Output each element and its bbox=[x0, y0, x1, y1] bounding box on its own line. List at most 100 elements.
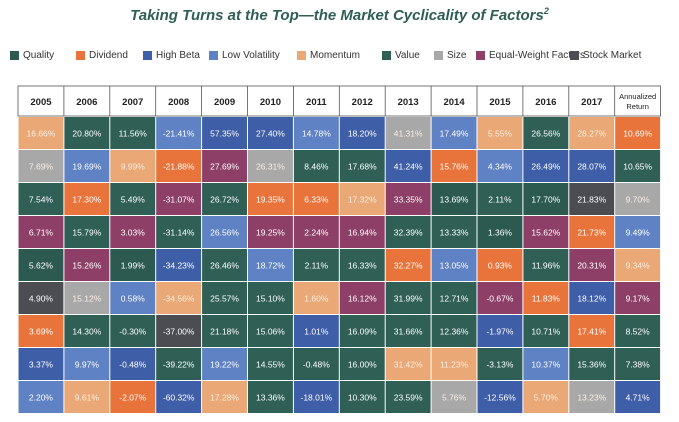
cell-value: 4.71% bbox=[626, 393, 651, 403]
cell-value: 13.36% bbox=[256, 393, 285, 403]
cell-value: 17.28% bbox=[210, 393, 239, 403]
cell-value: 5.55% bbox=[488, 129, 513, 139]
cell-value: 2.11% bbox=[305, 261, 329, 271]
cell-value: 10.69% bbox=[623, 129, 652, 139]
cell-value: 19.35% bbox=[256, 195, 285, 205]
table-cell bbox=[293, 348, 339, 380]
table-cell bbox=[18, 183, 64, 215]
table-cell bbox=[385, 249, 431, 281]
cell-value: 4.34% bbox=[488, 162, 513, 172]
cell-value: -0.30% bbox=[119, 327, 146, 337]
legend-swatch bbox=[382, 51, 391, 60]
cell-value: 25.57% bbox=[210, 294, 239, 304]
legend: Quality Dividend High Beta Low Volatility Mo… bbox=[10, 50, 675, 66]
table-cell bbox=[615, 249, 661, 281]
table-cell bbox=[293, 150, 339, 182]
legend-item: Quality bbox=[10, 50, 54, 61]
legend-label: Momentum bbox=[310, 50, 361, 61]
column-header-label: 2015 bbox=[489, 97, 511, 108]
cell-value: 10.71% bbox=[531, 327, 560, 337]
table-cell bbox=[477, 381, 523, 413]
cell-value: 28.27% bbox=[577, 129, 606, 139]
cell-value: 9.17% bbox=[626, 294, 651, 304]
cell-value: -34.23% bbox=[163, 261, 195, 271]
column-header-label: 2005 bbox=[30, 97, 52, 108]
table-cell bbox=[385, 183, 431, 215]
table-cell bbox=[293, 282, 339, 314]
cell-value: 5.62% bbox=[29, 261, 54, 271]
table-cell bbox=[569, 315, 615, 347]
cell-value: 9.34% bbox=[626, 261, 651, 271]
cell-value: 15.06% bbox=[256, 327, 285, 337]
cell-value: 17.32% bbox=[348, 195, 377, 205]
table-cell bbox=[615, 282, 661, 314]
legend-label: Value bbox=[395, 50, 420, 61]
cell-value: 19.22% bbox=[210, 360, 239, 370]
table-cell bbox=[477, 216, 523, 248]
cell-value: 15.62% bbox=[531, 228, 560, 238]
table-cell bbox=[523, 315, 569, 347]
legend-label: Size bbox=[447, 50, 467, 61]
cell-value: -37.00% bbox=[163, 327, 195, 337]
table-cell bbox=[64, 282, 110, 314]
table-cell bbox=[18, 282, 64, 314]
table-cell bbox=[431, 249, 477, 281]
table-cell bbox=[293, 315, 339, 347]
table-cell bbox=[248, 282, 293, 314]
cell-value: 32.39% bbox=[394, 228, 423, 238]
table-cell bbox=[569, 282, 615, 314]
table-cell bbox=[615, 315, 661, 347]
cell-value: 32.27% bbox=[394, 261, 423, 271]
table-cell bbox=[248, 348, 293, 380]
table-cell bbox=[248, 117, 293, 149]
cell-value: 14.55% bbox=[256, 360, 285, 370]
cell-value: 19.69% bbox=[72, 162, 101, 172]
cell-value: 14.78% bbox=[302, 129, 331, 139]
cell-value: 10.37% bbox=[531, 360, 560, 370]
chart-title: Taking Turns at the Top—the Market Cycli… bbox=[0, 6, 679, 24]
table-cell bbox=[18, 249, 64, 281]
legend-label: High Beta bbox=[156, 50, 200, 61]
table-cell bbox=[339, 315, 385, 347]
table-cell bbox=[202, 282, 247, 314]
table-cell bbox=[569, 381, 615, 413]
table-cell bbox=[523, 216, 569, 248]
cell-value: 13.05% bbox=[440, 261, 469, 271]
cell-value: 41.31% bbox=[394, 129, 423, 139]
cell-value: -0.48% bbox=[303, 360, 330, 370]
table-cell bbox=[18, 150, 64, 182]
cell-value: 5.49% bbox=[121, 195, 146, 205]
legend-swatch bbox=[434, 51, 443, 60]
cell-value: 6.33% bbox=[304, 195, 329, 205]
cell-value: 12.36% bbox=[440, 327, 469, 337]
table-cell bbox=[64, 381, 110, 413]
table-cell bbox=[64, 249, 110, 281]
table-cell bbox=[615, 381, 661, 413]
cell-value: 26.46% bbox=[210, 261, 239, 271]
table-cell bbox=[569, 216, 615, 248]
cell-value: 26.31% bbox=[256, 162, 285, 172]
table-cell bbox=[569, 117, 615, 149]
table-cell bbox=[110, 117, 156, 149]
cell-value: 31.99% bbox=[394, 294, 423, 304]
cell-value: 19.25% bbox=[256, 228, 285, 238]
table-cell bbox=[248, 216, 293, 248]
cell-value: 26.72% bbox=[210, 195, 239, 205]
legend-swatch bbox=[10, 51, 19, 60]
cell-value: 12.71% bbox=[440, 294, 469, 304]
legend-swatch bbox=[476, 51, 485, 60]
table-cell bbox=[110, 348, 156, 380]
table-cell bbox=[18, 315, 64, 347]
cell-value: 15.36% bbox=[577, 360, 606, 370]
column-header-label: 2010 bbox=[260, 97, 281, 108]
table-cell bbox=[293, 183, 339, 215]
table-cell bbox=[523, 117, 569, 149]
cell-value: 13.33% bbox=[440, 228, 469, 238]
cell-value: 20.80% bbox=[72, 129, 101, 139]
table-cell bbox=[248, 183, 293, 215]
column-header-label: 2008 bbox=[168, 97, 189, 108]
table-cell bbox=[523, 183, 569, 215]
legend-item: Dividend bbox=[76, 50, 128, 61]
cell-value: 1.99% bbox=[121, 261, 146, 271]
cell-value: 13.69% bbox=[440, 195, 469, 205]
